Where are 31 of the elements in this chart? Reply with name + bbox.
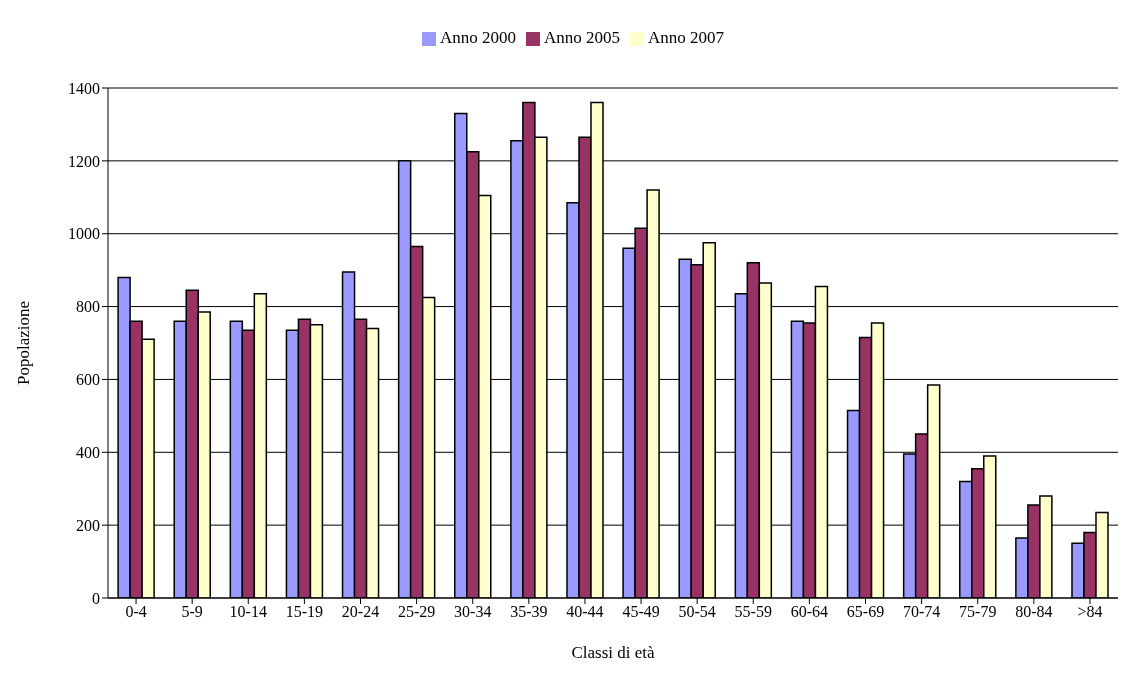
y-tick-label: 200 (76, 516, 100, 534)
legend-label: Anno 2000 (439, 28, 516, 47)
x-tick-label: 20-24 (341, 603, 380, 621)
y-tick-label: 800 (76, 298, 100, 316)
y-tick-label: 1000 (68, 225, 100, 243)
x-tick-label: 50-54 (678, 603, 716, 621)
x-tick-label: 75-79 (959, 603, 997, 621)
x-tick-label: 65-69 (846, 603, 885, 621)
x-tick-label: 5-9 (181, 603, 203, 621)
y-tick-label: 0 (92, 589, 100, 607)
x-tick-label: 10-14 (229, 603, 267, 621)
y-tick-label: 1200 (68, 152, 100, 170)
x-tick-label: 15-19 (285, 603, 324, 621)
x-tick-label: 25-29 (397, 603, 436, 621)
x-tick-label: 45-49 (622, 603, 660, 621)
y-axis-title: Popolazione (14, 300, 34, 386)
x-axis-title: Classi di età (571, 643, 655, 662)
x-tick-label: 70-74 (902, 603, 941, 621)
x-tick-label: >84 (1077, 603, 1103, 621)
y-tick-label: 400 (76, 443, 100, 461)
x-tick-label: 60-64 (790, 603, 829, 621)
y-tick-label: 600 (76, 371, 100, 389)
x-tick-label: 0-4 (125, 603, 147, 621)
x-tick-label: 35-39 (510, 603, 548, 621)
x-tick-label: 80-84 (1015, 603, 1053, 621)
x-tick-label: 40-44 (566, 603, 604, 621)
legend-label: Anno 2005 (543, 28, 621, 47)
x-tick-label: 30-34 (454, 603, 492, 621)
x-tick-label: 55-59 (734, 603, 772, 621)
y-tick-label: 1400 (68, 79, 100, 97)
legend-label: Anno 2007 (648, 28, 725, 47)
